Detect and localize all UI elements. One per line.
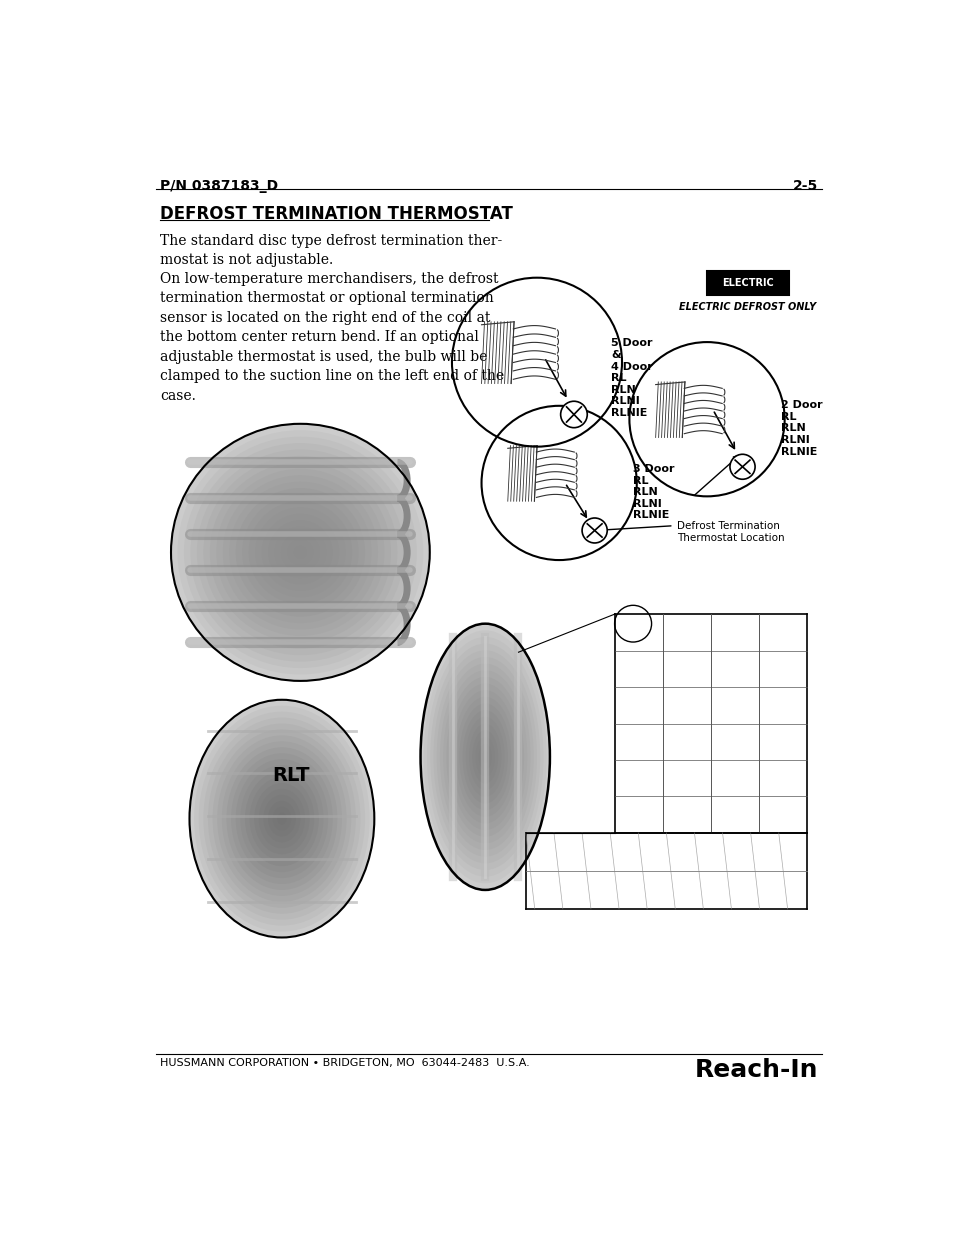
Ellipse shape <box>481 750 488 763</box>
Text: HUSSMANN CORPORATION • BRIDGETON, MO  63044-2483  U.S.A.: HUSSMANN CORPORATION • BRIDGETON, MO 630… <box>160 1058 529 1068</box>
Circle shape <box>581 517 606 543</box>
FancyBboxPatch shape <box>503 605 813 927</box>
Ellipse shape <box>446 677 523 836</box>
Ellipse shape <box>198 711 365 925</box>
Text: RLT: RLT <box>273 766 310 785</box>
Ellipse shape <box>462 710 507 804</box>
Text: ELECTRIC DEFROST ONLY: ELECTRIC DEFROST ONLY <box>679 303 816 312</box>
Circle shape <box>254 508 345 598</box>
Text: 2 Door
RL
RLN
RLNI
RLNIE: 2 Door RL RLN RLNI RLNIE <box>781 400 821 457</box>
Circle shape <box>268 520 333 584</box>
Ellipse shape <box>213 730 351 908</box>
Ellipse shape <box>439 663 530 850</box>
Text: P/N 0387183_D: P/N 0387183_D <box>160 179 277 193</box>
Ellipse shape <box>235 760 328 878</box>
Circle shape <box>261 514 339 590</box>
Ellipse shape <box>456 697 514 816</box>
Circle shape <box>177 430 423 674</box>
Text: 5 Door
&
4 Door
RL
RLN
RLNI
RLNIE: 5 Door & 4 Door RL RLN RLNI RLNIE <box>610 338 652 417</box>
Ellipse shape <box>273 806 291 830</box>
Ellipse shape <box>459 704 511 810</box>
Circle shape <box>729 454 755 479</box>
Ellipse shape <box>203 718 360 920</box>
Ellipse shape <box>472 730 497 783</box>
Ellipse shape <box>433 651 537 863</box>
Ellipse shape <box>277 813 286 825</box>
Ellipse shape <box>253 783 310 855</box>
Circle shape <box>281 534 319 572</box>
Ellipse shape <box>268 800 295 836</box>
Text: On low-temperature merchandisers, the defrost
termination thermostat or optional: On low-temperature merchandisers, the de… <box>160 272 503 403</box>
Ellipse shape <box>427 637 543 877</box>
Circle shape <box>184 437 416 668</box>
Ellipse shape <box>263 795 300 842</box>
Text: ELECTRIC: ELECTRIC <box>721 278 773 288</box>
Circle shape <box>222 475 377 630</box>
Circle shape <box>249 501 352 604</box>
Ellipse shape <box>469 724 501 790</box>
Circle shape <box>287 540 313 566</box>
Ellipse shape <box>190 700 374 937</box>
Circle shape <box>196 450 403 656</box>
Circle shape <box>235 488 365 616</box>
Text: Reach-In: Reach-In <box>694 1058 817 1082</box>
Ellipse shape <box>465 716 504 797</box>
Circle shape <box>216 469 384 636</box>
FancyBboxPatch shape <box>706 272 788 295</box>
Text: Defrost Termination
Thermostat Location: Defrost Termination Thermostat Location <box>677 521 784 542</box>
Ellipse shape <box>443 671 527 844</box>
Ellipse shape <box>250 777 314 861</box>
Circle shape <box>294 546 307 558</box>
Ellipse shape <box>449 684 520 830</box>
Circle shape <box>191 443 410 662</box>
Ellipse shape <box>420 624 549 890</box>
Ellipse shape <box>436 657 533 857</box>
Ellipse shape <box>226 747 337 890</box>
Ellipse shape <box>217 735 346 902</box>
Text: DEFROST TERMINATION THERMOSTAT: DEFROST TERMINATION THERMOSTAT <box>160 205 513 224</box>
Circle shape <box>242 494 358 610</box>
Circle shape <box>229 482 371 622</box>
Circle shape <box>274 526 326 578</box>
Ellipse shape <box>193 705 370 931</box>
Ellipse shape <box>240 766 323 872</box>
Ellipse shape <box>231 753 333 884</box>
Circle shape <box>560 401 587 427</box>
Text: The standard disc type defrost termination ther-
mostat is not adjustable.: The standard disc type defrost terminati… <box>160 233 501 267</box>
Ellipse shape <box>245 771 318 866</box>
Ellipse shape <box>222 741 341 895</box>
Ellipse shape <box>208 724 355 914</box>
Text: 2-5: 2-5 <box>792 179 817 193</box>
Ellipse shape <box>423 630 546 883</box>
Circle shape <box>171 424 429 680</box>
Ellipse shape <box>430 643 539 869</box>
Ellipse shape <box>453 690 517 824</box>
Ellipse shape <box>475 737 495 777</box>
Ellipse shape <box>478 743 491 771</box>
Circle shape <box>203 456 397 648</box>
Text: 3 Door
RL
RLN
RLNI
RLNIE: 3 Door RL RLN RLNI RLNIE <box>633 464 674 520</box>
Circle shape <box>210 462 391 642</box>
Ellipse shape <box>258 789 305 848</box>
